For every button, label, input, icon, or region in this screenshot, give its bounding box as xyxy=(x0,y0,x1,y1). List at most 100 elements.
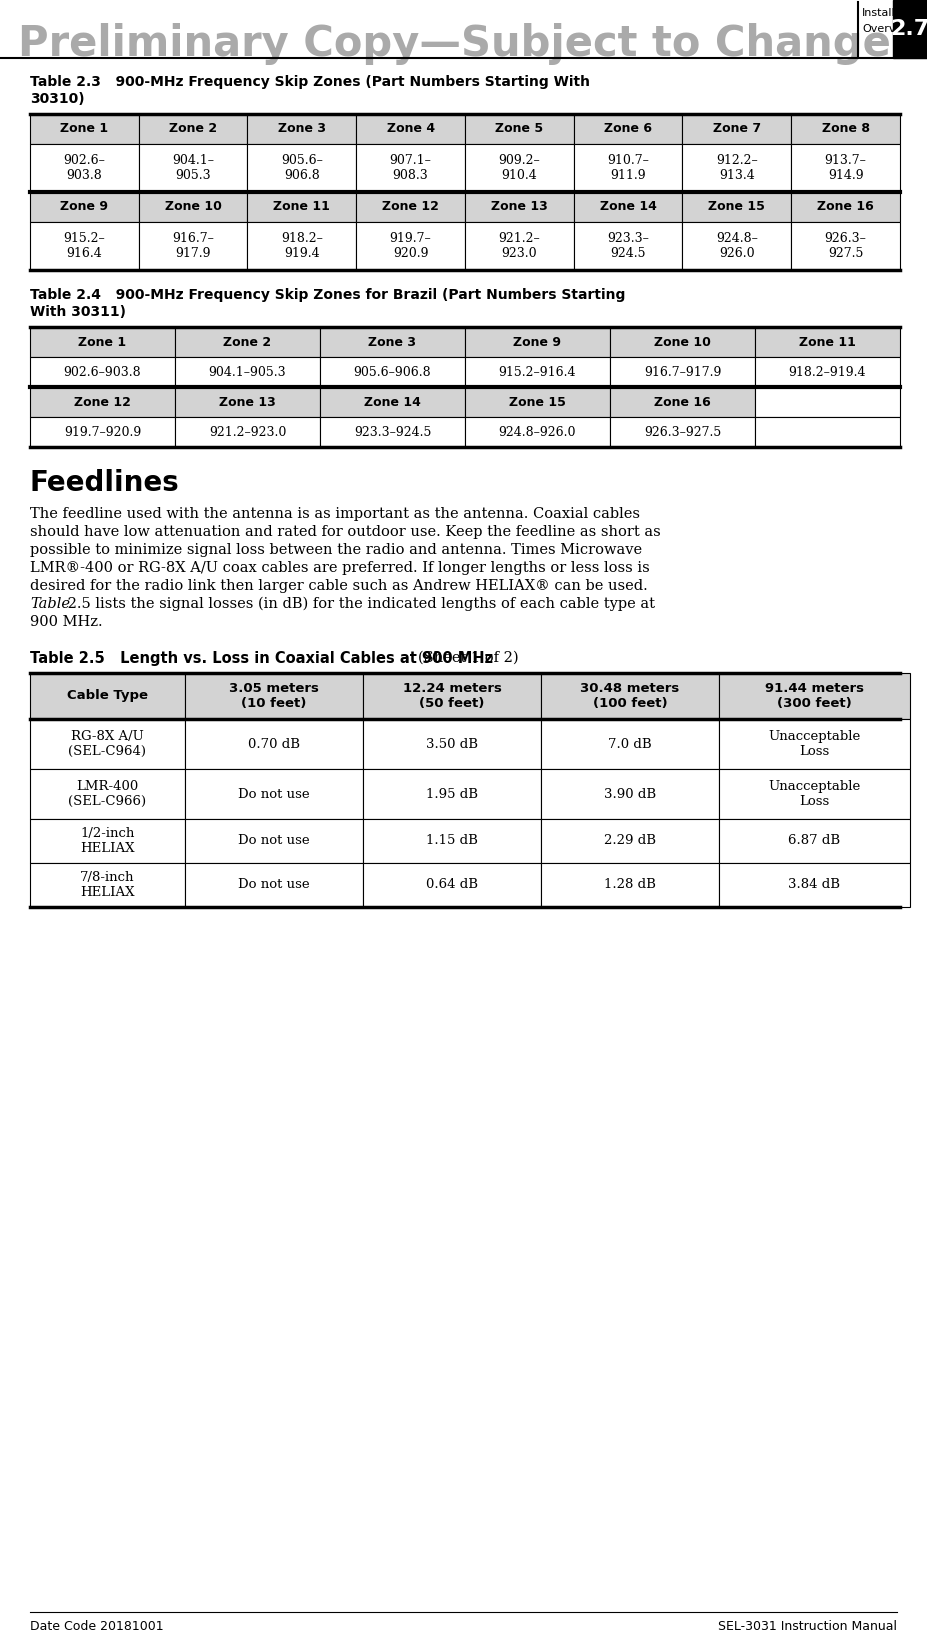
Text: 30.48 meters
(100 feet): 30.48 meters (100 feet) xyxy=(580,681,679,709)
Bar xyxy=(30,113,139,144)
Bar xyxy=(356,144,465,192)
Text: LMR®-400 or RG-8X A/U coax cables are preferred. If longer lengths or less loss : LMR®-400 or RG-8X A/U coax cables are pr… xyxy=(30,562,650,575)
Text: Zone 10: Zone 10 xyxy=(165,200,222,213)
Bar xyxy=(320,327,465,356)
Bar xyxy=(185,819,363,864)
Text: Cable Type: Cable Type xyxy=(67,690,148,703)
Bar xyxy=(574,113,682,144)
Bar xyxy=(248,192,356,222)
Text: 916.7–
917.9: 916.7– 917.9 xyxy=(172,232,214,259)
Text: Zone 8: Zone 8 xyxy=(821,123,870,136)
Text: 3.90 dB: 3.90 dB xyxy=(603,788,656,801)
Text: 6.87 dB: 6.87 dB xyxy=(789,834,841,847)
Text: Do not use: Do not use xyxy=(238,788,310,801)
Text: Zone 14: Zone 14 xyxy=(600,200,656,213)
Bar xyxy=(792,144,900,192)
Bar xyxy=(792,192,900,222)
Text: Zone 7: Zone 7 xyxy=(713,123,761,136)
Text: 921.2–
923.0: 921.2– 923.0 xyxy=(499,232,540,259)
Text: 1.15 dB: 1.15 dB xyxy=(426,834,478,847)
Text: 909.2–
910.4: 909.2– 910.4 xyxy=(499,154,540,182)
Bar xyxy=(175,356,320,388)
Bar xyxy=(320,388,465,417)
Bar xyxy=(719,819,910,864)
Text: Zone 2: Zone 2 xyxy=(169,123,217,136)
Text: Zone 15: Zone 15 xyxy=(509,396,566,409)
Text: 924.8–
926.0: 924.8– 926.0 xyxy=(716,232,757,259)
Text: 2.5 lists the signal losses (in dB) for the indicated lengths of each cable type: 2.5 lists the signal losses (in dB) for … xyxy=(63,598,655,611)
Bar xyxy=(719,719,910,768)
Bar xyxy=(682,222,792,269)
Text: 1.95 dB: 1.95 dB xyxy=(426,788,478,801)
Text: 30310): 30310) xyxy=(30,92,84,107)
Text: 2.7: 2.7 xyxy=(890,20,927,39)
Text: Zone 1: Zone 1 xyxy=(60,123,108,136)
Text: 918.2–
919.4: 918.2– 919.4 xyxy=(281,232,323,259)
Text: Zone 11: Zone 11 xyxy=(273,200,330,213)
Bar xyxy=(30,819,185,864)
Bar xyxy=(755,356,900,388)
Text: 0.70 dB: 0.70 dB xyxy=(248,737,300,750)
Bar xyxy=(30,388,175,417)
Text: 3.05 meters
(10 feet): 3.05 meters (10 feet) xyxy=(229,681,319,709)
Bar xyxy=(610,417,755,447)
Bar xyxy=(465,192,574,222)
Text: 912.2–
913.4: 912.2– 913.4 xyxy=(716,154,757,182)
Bar xyxy=(30,192,139,222)
Text: 0.64 dB: 0.64 dB xyxy=(426,878,478,892)
Text: The feedline used with the antenna is as important as the antenna. Coaxial cable: The feedline used with the antenna is as… xyxy=(30,507,640,521)
Bar xyxy=(465,113,574,144)
Bar xyxy=(30,327,175,356)
Bar xyxy=(541,719,719,768)
Text: possible to minimize signal loss between the radio and antenna. Times Microwave: possible to minimize signal loss between… xyxy=(30,544,642,557)
Text: 924.8–926.0: 924.8–926.0 xyxy=(499,425,577,438)
Bar xyxy=(30,222,139,269)
Bar xyxy=(30,417,175,447)
Text: 7/8-inch
HELIAX: 7/8-inch HELIAX xyxy=(81,870,134,900)
Text: SEL-3031 Instruction Manual: SEL-3031 Instruction Manual xyxy=(718,1621,897,1634)
Bar xyxy=(363,819,541,864)
Bar xyxy=(610,327,755,356)
Text: 902.6–903.8: 902.6–903.8 xyxy=(64,366,141,379)
Text: With 30311): With 30311) xyxy=(30,305,126,319)
Text: 91.44 meters
(300 feet): 91.44 meters (300 feet) xyxy=(765,681,864,709)
Bar xyxy=(755,417,900,447)
Text: Preliminary Copy—Subject to Change: Preliminary Copy—Subject to Change xyxy=(18,23,891,66)
Text: Unacceptable
Loss: Unacceptable Loss xyxy=(768,780,860,808)
Text: Zone 12: Zone 12 xyxy=(382,200,439,213)
Bar xyxy=(30,356,175,388)
Bar xyxy=(719,864,910,906)
Bar xyxy=(893,0,927,57)
Text: 3.50 dB: 3.50 dB xyxy=(426,737,478,750)
Text: Zone 16: Zone 16 xyxy=(818,200,874,213)
Text: 916.7–917.9: 916.7–917.9 xyxy=(644,366,721,379)
Text: 900 MHz.: 900 MHz. xyxy=(30,616,103,629)
Text: 919.7–
920.9: 919.7– 920.9 xyxy=(389,232,431,259)
Text: Zone 13: Zone 13 xyxy=(491,200,548,213)
Bar xyxy=(574,222,682,269)
Text: 905.6–
906.8: 905.6– 906.8 xyxy=(281,154,323,182)
Bar xyxy=(610,356,755,388)
Text: LMR-400
(SEL-C966): LMR-400 (SEL-C966) xyxy=(69,780,146,808)
Text: Do not use: Do not use xyxy=(238,834,310,847)
Text: 12.24 meters
(50 feet): 12.24 meters (50 feet) xyxy=(402,681,502,709)
Text: should have low attenuation and rated for outdoor use. Keep the feedline as shor: should have low attenuation and rated fo… xyxy=(30,525,661,539)
Text: Table: Table xyxy=(30,598,70,611)
Text: 915.2–
916.4: 915.2– 916.4 xyxy=(64,232,106,259)
Bar xyxy=(574,144,682,192)
Bar xyxy=(755,327,900,356)
Text: 913.7–
914.9: 913.7– 914.9 xyxy=(825,154,867,182)
Text: 926.3–927.5: 926.3–927.5 xyxy=(644,425,721,438)
Bar xyxy=(574,192,682,222)
Bar xyxy=(792,222,900,269)
Text: 2.29 dB: 2.29 dB xyxy=(604,834,656,847)
Text: 915.2–916.4: 915.2–916.4 xyxy=(499,366,577,379)
Bar xyxy=(719,673,910,719)
Bar xyxy=(792,113,900,144)
Bar xyxy=(541,673,719,719)
Text: Zone 10: Zone 10 xyxy=(654,335,711,348)
Bar xyxy=(363,719,541,768)
Bar xyxy=(755,388,900,417)
Text: Zone 3: Zone 3 xyxy=(278,123,326,136)
Text: Zone 9: Zone 9 xyxy=(60,200,108,213)
